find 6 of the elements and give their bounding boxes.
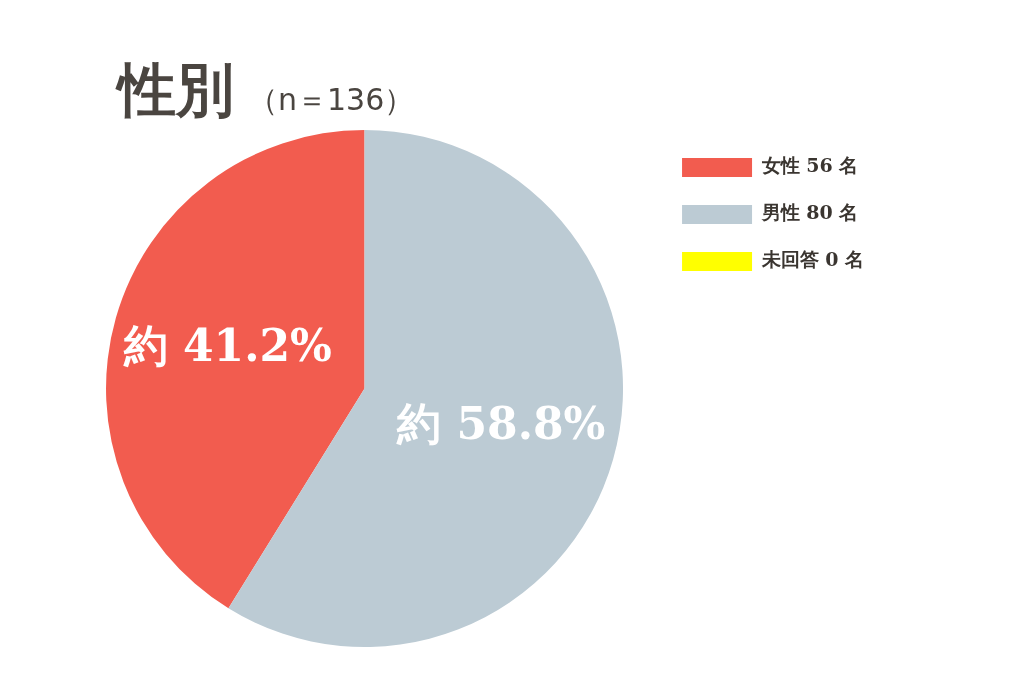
data-label: 約 41.2% xyxy=(122,320,332,372)
legend-label: 男性 80 名 xyxy=(760,201,859,224)
legend-label: 女性 56 名 xyxy=(760,154,859,177)
legend-label: 未回答 0 名 xyxy=(760,248,864,271)
data-label: 約 58.8% xyxy=(396,397,606,449)
chart-subtitle: （n＝136） xyxy=(248,82,415,117)
